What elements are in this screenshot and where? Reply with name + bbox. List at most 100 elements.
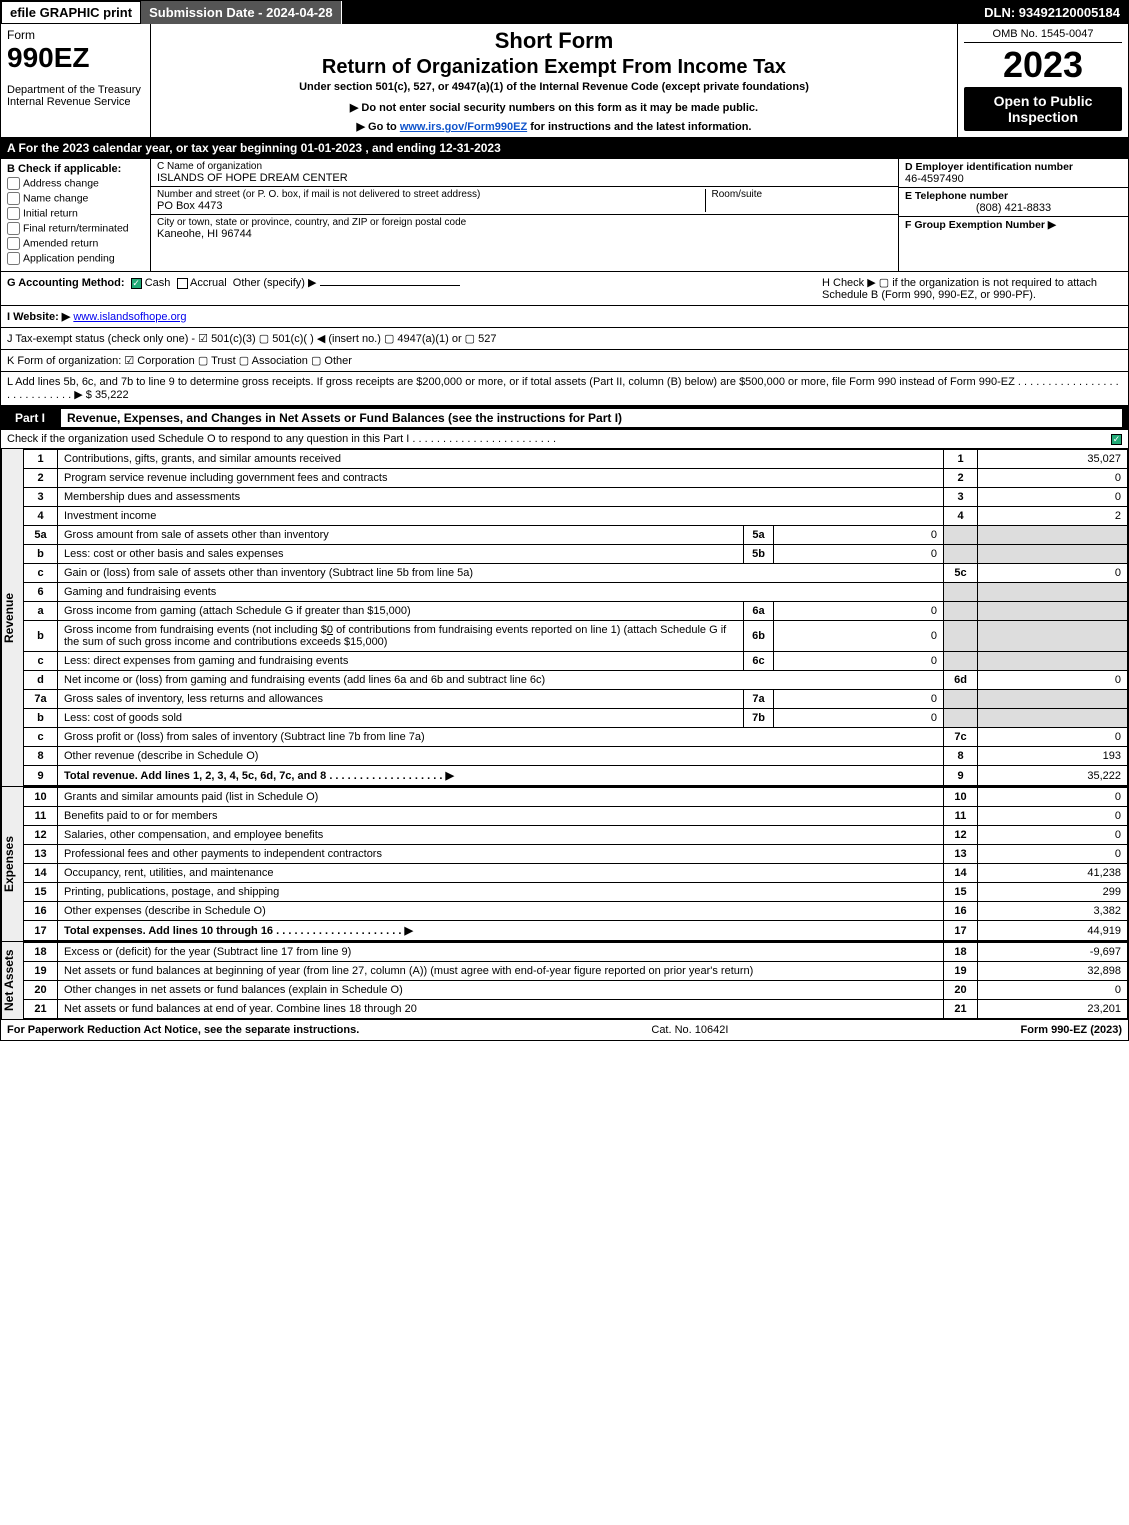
shade-5b (944, 545, 978, 564)
other-specify-input[interactable] (320, 285, 460, 286)
box-7a: 7a (744, 690, 774, 709)
ln-6: 6 (24, 583, 58, 602)
d-13: Professional fees and other payments to … (58, 845, 944, 864)
accrual-label: Accrual (190, 277, 227, 289)
a-19: 32,898 (978, 962, 1128, 981)
d-7b: Less: cost of goods sold (58, 709, 744, 728)
ln-4: 4 (24, 507, 58, 526)
d-18: Excess or (deficit) for the year (Subtra… (58, 943, 944, 962)
shade-6 (944, 583, 978, 602)
a-9: 35,222 (978, 766, 1128, 786)
a-5c: 0 (978, 564, 1128, 583)
d-14: Occupancy, rent, utilities, and maintena… (58, 864, 944, 883)
chk-initial-return[interactable]: Initial return (7, 207, 144, 220)
c-19: 19 (944, 962, 978, 981)
part-i-header: Part I Revenue, Expenses, and Changes in… (1, 406, 1128, 430)
ln-19: 19 (24, 962, 58, 981)
d-7c: Gross profit or (loss) from sales of inv… (58, 728, 944, 747)
c-9: 9 (944, 766, 978, 786)
chk-final-return[interactable]: Final return/terminated (7, 222, 144, 235)
shade-7a (944, 690, 978, 709)
a-8: 193 (978, 747, 1128, 766)
footer-formref: Form 990-EZ (2023) (1021, 1024, 1122, 1036)
line-k-org-form: K Form of organization: ☑ Corporation ▢ … (1, 350, 1128, 372)
website-link[interactable]: www.islandsofhope.org (73, 311, 186, 323)
form-990ez-page: efile GRAPHIC print Submission Date - 20… (0, 0, 1129, 1041)
a-1: 35,027 (978, 450, 1128, 469)
ln-7b: b (24, 709, 58, 728)
shade-6-amt (978, 583, 1128, 602)
c-17: 17 (944, 921, 978, 941)
d-6a: Gross income from gaming (attach Schedul… (58, 602, 744, 621)
ln-9: 9 (24, 766, 58, 786)
c-7c: 7c (944, 728, 978, 747)
v-6c: 0 (774, 652, 944, 671)
open-to-public-box: Open to Public Inspection (964, 87, 1122, 131)
shade-6a (944, 602, 978, 621)
chk-name-change[interactable]: Name change (7, 192, 144, 205)
city-label: City or town, state or province, country… (157, 217, 892, 228)
part-i-title: Revenue, Expenses, and Changes in Net As… (61, 409, 1122, 427)
d-2: Program service revenue including govern… (58, 469, 944, 488)
shade-7b-amt (978, 709, 1128, 728)
g-label: G Accounting Method: (7, 277, 125, 289)
shade-6c-amt (978, 652, 1128, 671)
box-6b: 6b (744, 621, 774, 652)
a-12: 0 (978, 826, 1128, 845)
d-15: Printing, publications, postage, and shi… (58, 883, 944, 902)
a-14: 41,238 (978, 864, 1128, 883)
b-header: B Check if applicable: (7, 163, 144, 175)
a-18: -9,697 (978, 943, 1128, 962)
c-18: 18 (944, 943, 978, 962)
a-11: 0 (978, 807, 1128, 826)
box-5b: 5b (744, 545, 774, 564)
a-16: 3,382 (978, 902, 1128, 921)
goto-line: ▶ Go to www.irs.gov/Form990EZ for instru… (159, 120, 949, 133)
ln-10: 10 (24, 788, 58, 807)
chk-schedule-o-part-i[interactable]: ✓ (1111, 434, 1122, 445)
box-6c: 6c (744, 652, 774, 671)
ln-5c: c (24, 564, 58, 583)
ln-15: 15 (24, 883, 58, 902)
ln-17: 17 (24, 921, 58, 941)
short-form-title: Short Form (159, 28, 949, 54)
main-title: Return of Organization Exempt From Incom… (159, 56, 949, 79)
d-6: Gaming and fundraising events (58, 583, 944, 602)
part-i-sub: Check if the organization used Schedule … (1, 430, 1128, 449)
ln-3: 3 (24, 488, 58, 507)
ln-20: 20 (24, 981, 58, 1000)
chk-accrual[interactable] (177, 278, 188, 289)
irs-link[interactable]: www.irs.gov/Form990EZ (400, 121, 527, 133)
v-7b: 0 (774, 709, 944, 728)
revenue-section: Revenue 1Contributions, gifts, grants, a… (1, 449, 1128, 787)
c-4: 4 (944, 507, 978, 526)
chk-address-change[interactable]: Address change (7, 177, 144, 190)
line-g-h: G Accounting Method: ✓ Cash Accrual Othe… (1, 272, 1128, 306)
d-6d: Net income or (loss) from gaming and fun… (58, 671, 944, 690)
shade-5a (944, 526, 978, 545)
section-b-through-f: B Check if applicable: Address change Na… (1, 159, 1128, 272)
a-6d: 0 (978, 671, 1128, 690)
d-6b: Gross income from fundraising events (no… (58, 621, 744, 652)
chk-application-pending[interactable]: Application pending (7, 252, 144, 265)
v-6a: 0 (774, 602, 944, 621)
org-name-label: C Name of organization (157, 161, 892, 172)
d-21: Net assets or fund balances at end of ye… (58, 1000, 944, 1019)
column-b-checkboxes: B Check if applicable: Address change Na… (1, 159, 151, 271)
chk-amended-return[interactable]: Amended return (7, 237, 144, 250)
revenue-side-label: Revenue (1, 449, 23, 786)
shade-6c (944, 652, 978, 671)
column-c-org-info: C Name of organization ISLANDS OF HOPE D… (151, 159, 898, 271)
c-13: 13 (944, 845, 978, 864)
expenses-section: Expenses 10Grants and similar amounts pa… (1, 787, 1128, 942)
footer-catno: Cat. No. 10642I (651, 1024, 728, 1036)
city-value: Kaneohe, HI 96744 (157, 228, 892, 240)
shade-6a-amt (978, 602, 1128, 621)
a-20: 0 (978, 981, 1128, 1000)
efile-print-button[interactable]: efile GRAPHIC print (1, 1, 141, 24)
d-6c: Less: direct expenses from gaming and fu… (58, 652, 744, 671)
ln-14: 14 (24, 864, 58, 883)
net-assets-section: Net Assets 18Excess or (deficit) for the… (1, 942, 1128, 1020)
chk-cash[interactable]: ✓ (131, 278, 142, 289)
c-3: 3 (944, 488, 978, 507)
